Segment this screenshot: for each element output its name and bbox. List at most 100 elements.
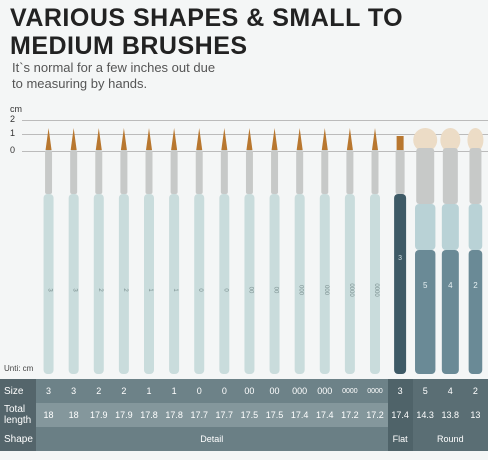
handle-size-label: 1 <box>172 288 178 292</box>
handle <box>468 250 483 374</box>
handle <box>169 194 180 374</box>
handle <box>68 194 79 374</box>
handle-size-label: 000 <box>323 285 329 296</box>
length-header-line-1: Total <box>4 404 26 415</box>
ruler-mark-1: 1 <box>10 128 16 138</box>
size-cell: 000 <box>287 379 313 403</box>
bristle-tip <box>467 128 484 152</box>
bristle-tip <box>45 128 52 150</box>
size-cell: 3 <box>36 379 62 403</box>
brush-detail: 00 <box>269 128 280 374</box>
length-cell: 14.3 <box>412 403 438 427</box>
handle-size-label: 0000 <box>348 283 354 297</box>
handle <box>269 194 280 374</box>
handle <box>219 194 230 374</box>
brush-round: 2 <box>467 128 484 374</box>
handle <box>441 250 459 374</box>
ferrule <box>371 150 379 194</box>
page-title: VARIOUS SHAPES & SMALL TO MEDIUM BRUSHES <box>10 4 403 60</box>
length-cell: 17.7 <box>186 403 212 427</box>
ferrule <box>70 150 78 194</box>
brush-flat: 3 <box>394 136 407 374</box>
handle-size-label: 3 <box>47 288 53 292</box>
shape-row: Shape Detail Flat Round <box>0 427 488 451</box>
ferrule <box>245 150 253 194</box>
bristle-tip <box>146 128 152 150</box>
ferrule <box>271 150 279 194</box>
length-cell: 17.4 <box>312 403 338 427</box>
handle <box>415 250 436 374</box>
handle <box>43 194 54 374</box>
handle-size-label: 00 <box>273 287 279 294</box>
bristle-tip <box>95 128 102 150</box>
brush-detail: 0000 <box>344 128 355 374</box>
handle <box>144 194 154 374</box>
handle-size-label: 3 <box>398 255 402 262</box>
ferrule <box>469 148 482 204</box>
length-cell: 17.9 <box>111 403 137 427</box>
unit-note: Unti: cm <box>4 364 34 373</box>
subtitle-line-2: to measuring by hands. <box>12 76 148 91</box>
bristle-tip <box>221 128 228 150</box>
handle-size-label: 3 <box>72 288 78 292</box>
size-cell: 0 <box>211 379 237 403</box>
shape-flat: Flat <box>387 427 413 451</box>
handle <box>319 194 330 374</box>
handle-size-label: 4 <box>448 281 453 290</box>
handle <box>394 194 407 374</box>
size-cell: 2 <box>462 379 488 403</box>
length-cell: 13.8 <box>437 403 463 427</box>
handle-size-label: 5 <box>423 281 428 290</box>
ruler-line-0 <box>22 151 488 152</box>
brush-detail: 1 <box>144 128 154 374</box>
ruler-unit: cm <box>10 104 22 114</box>
length-cell: 17.9 <box>86 403 112 427</box>
ferrule <box>45 150 53 194</box>
bristle-tip <box>346 128 353 150</box>
handle-size-label: 000 <box>298 285 304 296</box>
handle-size-label: 1 <box>147 288 153 292</box>
handle <box>294 194 305 374</box>
spec-table: Size 3 3 2 2 1 1 0 0 00 00 000 000 0000 0000 3 5 4 2 Tota… <box>0 379 488 451</box>
ferrule <box>145 150 153 194</box>
bristle-tip <box>372 128 378 150</box>
ferrule <box>395 150 405 194</box>
subtitle-line-1: It`s normal for a few inches out due <box>12 60 216 75</box>
ruler-mark-2: 2 <box>10 114 16 124</box>
bristle-tip <box>271 128 278 150</box>
length-header: Total length <box>0 403 36 427</box>
handle <box>370 194 380 374</box>
handle <box>118 194 129 374</box>
title-line-2: MEDIUM BRUSHES <box>10 32 248 60</box>
handle <box>194 194 205 374</box>
handle-size-label: 0 <box>222 288 228 292</box>
size-cell: 3 <box>387 379 413 403</box>
subtitle: It`s normal for a few inches out due to … <box>12 60 215 92</box>
ferrule <box>416 148 435 204</box>
size-cell: 2 <box>86 379 112 403</box>
size-cell: 0 <box>186 379 212 403</box>
bristle-tip <box>396 136 404 150</box>
ferrule <box>442 148 458 204</box>
bristle-tip <box>120 128 127 150</box>
size-cell: 00 <box>236 379 262 403</box>
size-cell: 0000 <box>362 379 388 403</box>
length-cell: 17.2 <box>337 403 363 427</box>
brush-detail: 0000 <box>370 128 380 374</box>
size-cell: 1 <box>136 379 162 403</box>
length-header-line-2: length <box>4 415 32 426</box>
ferrule <box>346 150 354 194</box>
brush-detail: 0 <box>194 128 205 374</box>
bristle-tip <box>413 128 438 152</box>
ferrule <box>321 150 329 194</box>
ferrule <box>296 150 304 194</box>
size-cell: 0000 <box>337 379 363 403</box>
handle-collar <box>415 204 436 250</box>
title-line-1: VARIOUS SHAPES & SMALL TO <box>10 4 404 32</box>
shape-header: Shape <box>0 427 36 451</box>
length-cell: 18 <box>61 403 87 427</box>
handle-size-label: 00 <box>247 287 253 294</box>
bristle-tip <box>440 128 461 152</box>
ferrule <box>220 150 228 194</box>
